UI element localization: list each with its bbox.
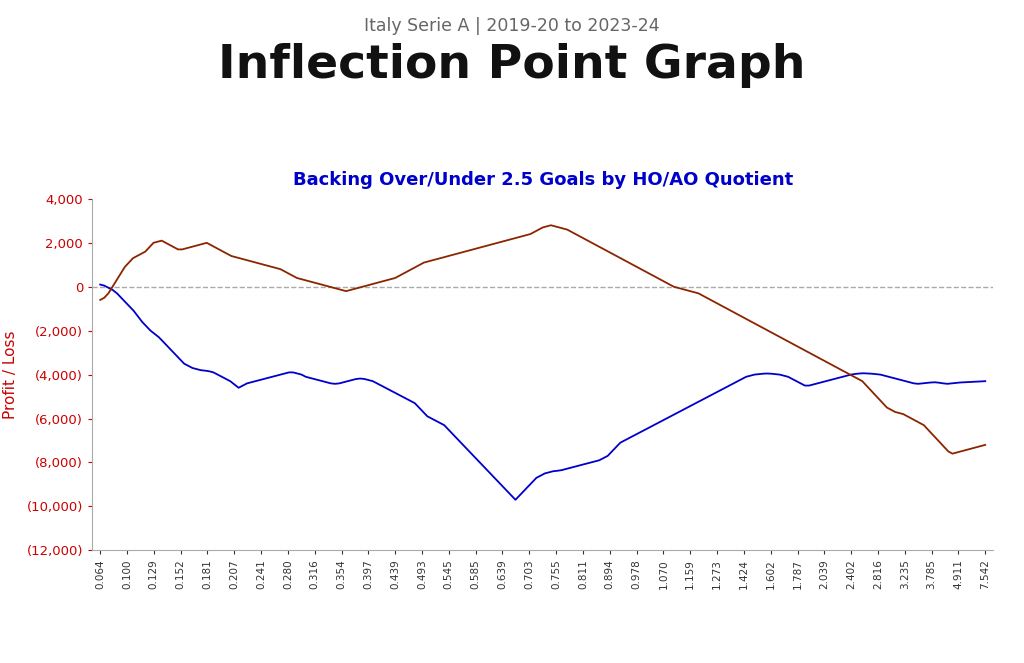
O 2.5 (509, 496, 521, 504)
O 2.5 (161, 342, 173, 350)
U 2.5 (545, 221, 557, 229)
U 2.5 (356, 282, 369, 290)
Line: U 2.5: U 2.5 (100, 225, 985, 453)
O 2.5 (857, 369, 869, 377)
Text: Inflection Point Graph: Inflection Point Graph (218, 43, 806, 88)
U 2.5 (94, 296, 106, 304)
U 2.5 (831, 364, 844, 372)
U 2.5 (946, 450, 958, 457)
U 2.5 (397, 270, 410, 278)
Text: Italy Serie A | 2019-20 to 2023-24: Italy Serie A | 2019-20 to 2023-24 (365, 17, 659, 34)
Y-axis label: Profit / Loss: Profit / Loss (3, 330, 18, 419)
Line: O 2.5: O 2.5 (100, 284, 985, 500)
U 2.5 (344, 286, 356, 294)
Title: Backing Over/Under 2.5 Goals by HO/AO Quotient: Backing Over/Under 2.5 Goals by HO/AO Qu… (293, 171, 793, 189)
O 2.5 (140, 322, 153, 330)
U 2.5 (360, 282, 373, 290)
U 2.5 (291, 274, 303, 282)
O 2.5 (526, 478, 539, 486)
O 2.5 (753, 370, 765, 378)
O 2.5 (979, 377, 991, 385)
U 2.5 (979, 441, 991, 449)
O 2.5 (727, 379, 739, 387)
O 2.5 (94, 280, 106, 288)
